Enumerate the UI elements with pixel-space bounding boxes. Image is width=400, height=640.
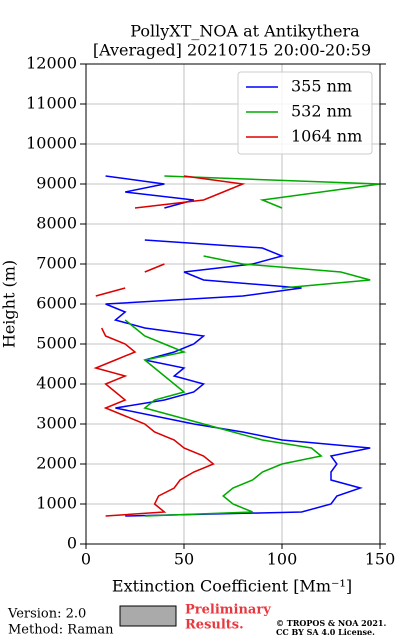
y-tick-label: 3000 (36, 414, 77, 433)
profile-line (95, 287, 126, 297)
method: Method: Raman (8, 623, 114, 638)
chart-subtitle: [Averaged] 20210715 20:00-20:59 (93, 41, 371, 60)
x-tick-label: 0 (81, 550, 91, 569)
y-tick-label: 1000 (36, 494, 77, 513)
profile-line (203, 255, 371, 289)
profile-line (144, 263, 165, 273)
y-tick-label: 2000 (36, 454, 77, 473)
version: Version: 2.0 (7, 607, 86, 622)
preliminary: Preliminary (185, 603, 271, 618)
y-tick-label: 6000 (36, 294, 77, 313)
legend-label: 355 nm (291, 77, 352, 96)
legend-label: 1064 nm (291, 127, 362, 146)
license: CC BY SA 4.0 License. (276, 627, 375, 637)
y-tick-label: 7000 (36, 254, 77, 273)
plot-frame (85, 63, 381, 545)
y-axis-label: Height (m) (0, 260, 19, 348)
cc-badge (119, 605, 177, 627)
profile-line (134, 175, 246, 209)
y-tick-label: 8000 (36, 214, 77, 233)
y-tick-label: 4000 (36, 374, 77, 393)
profile-line (105, 239, 371, 517)
profile-line (164, 175, 381, 209)
profile-line (124, 319, 323, 517)
y-tick-label: 9000 (36, 174, 77, 193)
legend-label: 532 nm (291, 102, 352, 121)
y-tick-label: 10000 (26, 134, 77, 153)
profile-line (93, 327, 215, 517)
chart-title: PollyXT_NOA at Antikythera (130, 22, 360, 41)
y-tick-label: 5000 (36, 334, 77, 353)
x-axis-label: Extinction Coefficient [Mm⁻¹] (112, 577, 352, 596)
y-tick-label: 11000 (26, 94, 77, 113)
x-tick-label: 50 (174, 550, 194, 569)
copyright: © TROPOS & NOA 2021. (276, 618, 386, 628)
y-tick-label: 12000 (26, 54, 77, 73)
x-tick-label: 150 (365, 550, 396, 569)
legend-box (237, 71, 373, 155)
x-tick-label: 100 (267, 550, 298, 569)
y-tick-label: 0 (67, 534, 77, 553)
results: Results. (185, 618, 244, 633)
